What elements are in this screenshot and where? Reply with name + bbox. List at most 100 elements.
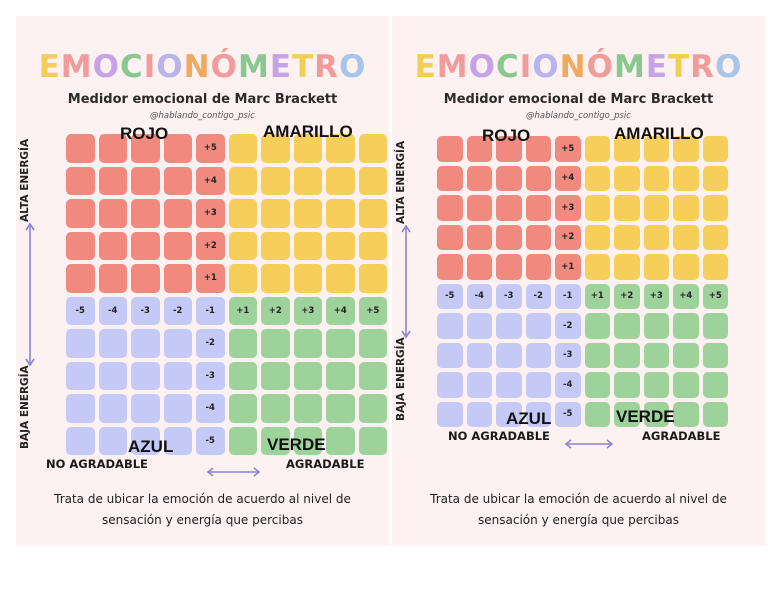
- grid-cell-yellow[interactable]: [228, 134, 257, 163]
- grid-cell-blue[interactable]: [466, 342, 492, 368]
- energy-level-cell[interactable]: -5: [196, 426, 225, 455]
- grid-cell-blue[interactable]: [466, 313, 492, 339]
- grid-cell-blue[interactable]: [437, 372, 463, 398]
- pleasantness-level-cell[interactable]: +3: [643, 283, 669, 309]
- grid-cell-yellow[interactable]: [261, 199, 290, 228]
- grid-cell-green[interactable]: [673, 401, 699, 427]
- grid-cell-green[interactable]: [614, 342, 640, 368]
- pleasantness-level-cell[interactable]: +4: [326, 296, 355, 325]
- grid-cell-red[interactable]: [466, 136, 492, 162]
- grid-cell-red[interactable]: [525, 136, 551, 162]
- grid-cell-yellow[interactable]: [584, 254, 610, 280]
- grid-cell-blue[interactable]: [525, 372, 551, 398]
- grid-cell-green[interactable]: [261, 361, 290, 390]
- grid-cell-red[interactable]: [437, 195, 463, 221]
- energy-level-cell[interactable]: -4: [555, 372, 581, 398]
- grid-cell-blue[interactable]: [66, 361, 95, 390]
- grid-cell-green[interactable]: [584, 401, 610, 427]
- grid-cell-red[interactable]: [98, 134, 127, 163]
- energy-level-cell[interactable]: +5: [555, 136, 581, 162]
- grid-cell-yellow[interactable]: [673, 224, 699, 250]
- grid-cell-green[interactable]: [261, 394, 290, 423]
- grid-cell-yellow[interactable]: [293, 231, 322, 260]
- grid-cell-green[interactable]: [358, 361, 387, 390]
- grid-cell-red[interactable]: [437, 254, 463, 280]
- grid-cell-green[interactable]: [614, 401, 640, 427]
- grid-cell-blue[interactable]: [163, 394, 192, 423]
- grid-cell-red[interactable]: [525, 165, 551, 191]
- grid-cell-blue[interactable]: [98, 394, 127, 423]
- grid-cell-red[interactable]: [437, 136, 463, 162]
- grid-cell-green[interactable]: [643, 313, 669, 339]
- grid-cell-green[interactable]: [702, 342, 728, 368]
- grid-cell-green[interactable]: [326, 329, 355, 358]
- grid-cell-red[interactable]: [131, 166, 160, 195]
- pleasantness-level-cell[interactable]: +1: [584, 283, 610, 309]
- grid-cell-red[interactable]: [496, 195, 522, 221]
- grid-cell-blue[interactable]: [525, 313, 551, 339]
- grid-cell-yellow[interactable]: [293, 166, 322, 195]
- grid-cell-yellow[interactable]: [293, 134, 322, 163]
- pleasantness-level-cell[interactable]: -4: [98, 296, 127, 325]
- grid-cell-blue[interactable]: [437, 313, 463, 339]
- grid-cell-yellow[interactable]: [326, 264, 355, 293]
- energy-level-cell[interactable]: -2: [196, 329, 225, 358]
- energy-level-cell[interactable]: -5: [555, 401, 581, 427]
- grid-cell-yellow[interactable]: [673, 195, 699, 221]
- grid-cell-yellow[interactable]: [584, 136, 610, 162]
- grid-cell-yellow[interactable]: [614, 224, 640, 250]
- pleasantness-level-cell[interactable]: -5: [437, 283, 463, 309]
- grid-cell-blue[interactable]: [525, 401, 551, 427]
- energy-level-cell[interactable]: -3: [196, 361, 225, 390]
- grid-cell-yellow[interactable]: [584, 195, 610, 221]
- grid-cell-yellow[interactable]: [358, 264, 387, 293]
- grid-cell-blue[interactable]: [66, 426, 95, 455]
- grid-cell-red[interactable]: [466, 195, 492, 221]
- pleasantness-level-cell[interactable]: +4: [673, 283, 699, 309]
- grid-cell-red[interactable]: [466, 224, 492, 250]
- grid-cell-red[interactable]: [66, 264, 95, 293]
- grid-cell-red[interactable]: [466, 254, 492, 280]
- grid-cell-yellow[interactable]: [326, 231, 355, 260]
- grid-cell-red[interactable]: [437, 165, 463, 191]
- grid-cell-red[interactable]: [496, 254, 522, 280]
- grid-cell-red[interactable]: [131, 231, 160, 260]
- grid-cell-green[interactable]: [261, 426, 290, 455]
- grid-cell-red[interactable]: [496, 136, 522, 162]
- grid-cell-red[interactable]: [466, 165, 492, 191]
- pleasantness-level-cell[interactable]: +5: [358, 296, 387, 325]
- grid-cell-red[interactable]: [163, 264, 192, 293]
- grid-cell-yellow[interactable]: [614, 136, 640, 162]
- grid-cell-blue[interactable]: [98, 329, 127, 358]
- grid-cell-red[interactable]: [66, 134, 95, 163]
- grid-cell-yellow[interactable]: [614, 195, 640, 221]
- grid-cell-yellow[interactable]: [584, 224, 610, 250]
- grid-cell-yellow[interactable]: [358, 166, 387, 195]
- grid-cell-green[interactable]: [702, 313, 728, 339]
- grid-cell-yellow[interactable]: [643, 224, 669, 250]
- grid-cell-green[interactable]: [584, 372, 610, 398]
- grid-cell-green[interactable]: [673, 313, 699, 339]
- energy-level-cell[interactable]: +1: [196, 264, 225, 293]
- grid-cell-green[interactable]: [293, 329, 322, 358]
- grid-cell-red[interactable]: [131, 264, 160, 293]
- pleasantness-level-cell[interactable]: -4: [466, 283, 492, 309]
- pleasantness-level-cell[interactable]: +2: [261, 296, 290, 325]
- grid-cell-blue[interactable]: [131, 426, 160, 455]
- energy-level-cell[interactable]: -1: [555, 283, 581, 309]
- grid-cell-yellow[interactable]: [584, 165, 610, 191]
- grid-cell-red[interactable]: [525, 195, 551, 221]
- grid-cell-green[interactable]: [643, 342, 669, 368]
- grid-cell-blue[interactable]: [163, 329, 192, 358]
- grid-cell-blue[interactable]: [163, 361, 192, 390]
- grid-cell-yellow[interactable]: [293, 199, 322, 228]
- energy-level-cell[interactable]: -3: [555, 342, 581, 368]
- energy-level-cell[interactable]: +4: [555, 165, 581, 191]
- pleasantness-level-cell[interactable]: +3: [293, 296, 322, 325]
- energy-level-cell[interactable]: +4: [196, 166, 225, 195]
- grid-cell-yellow[interactable]: [228, 264, 257, 293]
- grid-cell-yellow[interactable]: [643, 165, 669, 191]
- grid-cell-red[interactable]: [437, 224, 463, 250]
- grid-cell-red[interactable]: [131, 134, 160, 163]
- energy-level-cell[interactable]: +5: [196, 134, 225, 163]
